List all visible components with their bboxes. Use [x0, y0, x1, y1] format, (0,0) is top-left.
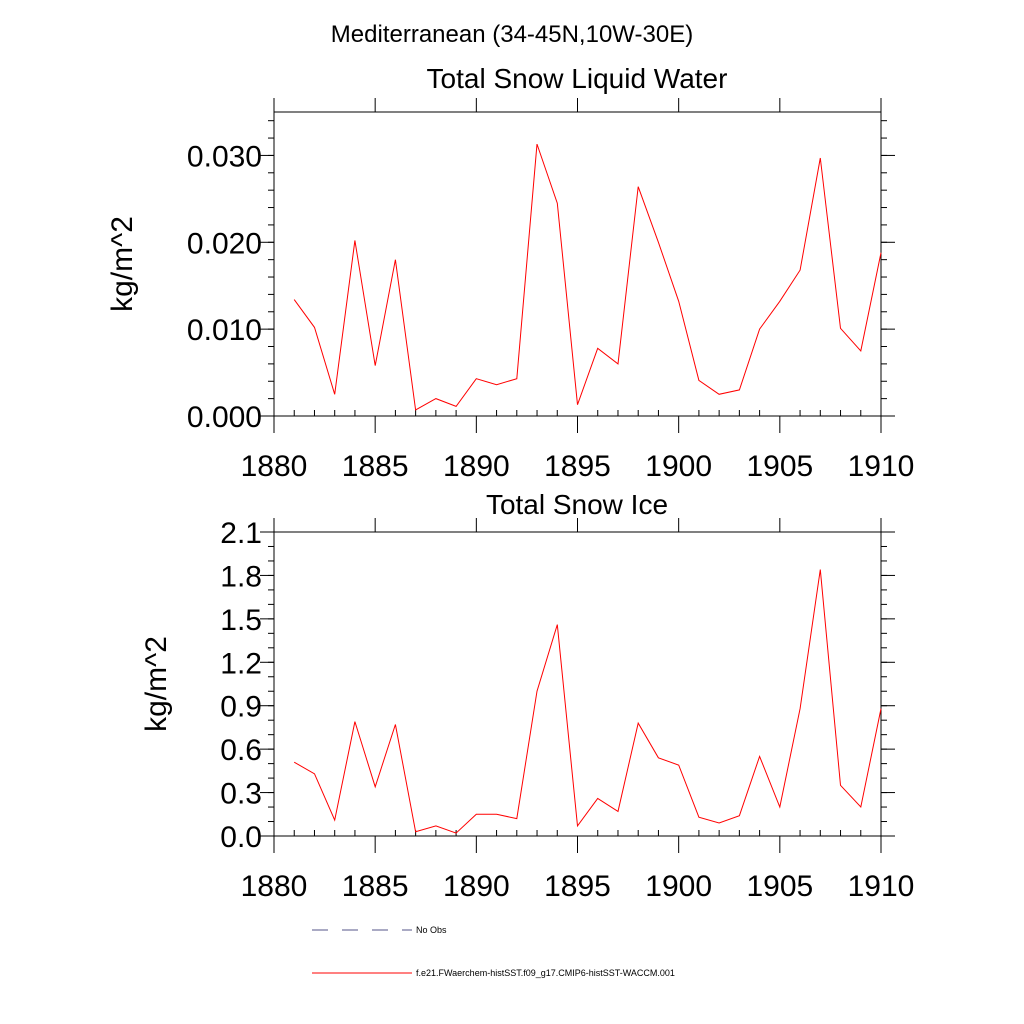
chart-title: Total Snow Ice: [486, 489, 668, 520]
y-axis-label: kg/m^2: [140, 636, 173, 732]
x-tick-label: 1900: [645, 450, 712, 483]
x-tick-label: 1910: [848, 450, 915, 483]
figure-title: Mediterranean (34-45N,10W-30E): [331, 21, 693, 48]
y-tick-label: 0.020: [187, 227, 262, 260]
y-tick-label: 0.3: [220, 778, 262, 811]
series-line: [293, 569, 882, 834]
y-tick-label: 1.5: [220, 604, 262, 637]
axis-ticks: 1880 1885 1890 1895 1900 1905 1910 0.000 0.010 0.…: [187, 98, 914, 483]
plot-area: [293, 143, 882, 411]
y-tick-label: 0.6: [220, 734, 262, 767]
y-tick-label: 0.010: [187, 314, 262, 347]
x-tick-label: 1910: [848, 870, 915, 903]
x-tick-label: 1895: [544, 450, 611, 483]
legend-entry-no-obs: No Obs: [312, 925, 447, 935]
y-tick-label: 1.8: [220, 560, 262, 593]
x-tick-label: 1900: [645, 870, 712, 903]
plot-area: [293, 569, 882, 834]
legend-label: f.e21.FWaerchem-histSST.f09_g17.CMIP6-hi…: [416, 968, 675, 978]
x-tick-label: 1890: [443, 450, 510, 483]
plot-frame: [273, 531, 882, 837]
x-tick-label: 1885: [342, 450, 409, 483]
y-tick-label: 0.9: [220, 691, 262, 724]
x-tick-label: 1880: [241, 870, 308, 903]
x-tick-label: 1895: [544, 870, 611, 903]
axis-ticks: 1880 1885 1890 1895 1900 1905 1910 0.0 0.3 0.6 0.9…: [220, 517, 914, 903]
panel-snow-ice: Total Snow Ice kg/m^2 1880 1885 1890 1895 19…: [140, 489, 914, 903]
y-tick-label: 0.000: [187, 401, 262, 434]
legend-label: No Obs: [416, 925, 447, 935]
x-tick-label: 1880: [241, 450, 308, 483]
chart-title: Total Snow Liquid Water: [427, 63, 728, 94]
x-tick-label: 1885: [342, 870, 409, 903]
series-line: [293, 143, 882, 411]
legend-entry-model: f.e21.FWaerchem-histSST.f09_g17.CMIP6-hi…: [312, 968, 675, 978]
y-tick-label: 0.0: [220, 821, 262, 854]
y-tick-label: 1.2: [220, 647, 262, 680]
x-tick-label: 1905: [746, 870, 813, 903]
y-axis-label: kg/m^2: [106, 216, 139, 312]
plot-frame: [273, 111, 882, 417]
y-tick-label: 2.1: [220, 517, 262, 550]
panel-snow-liquid-water: Total Snow Liquid Water kg/m^2 1880 1885 1…: [106, 63, 914, 483]
y-tick-label: 0.030: [187, 140, 262, 173]
legend: No Obs f.e21.FWaerchem-histSST.f09_g17.C…: [312, 925, 675, 978]
x-tick-label: 1890: [443, 870, 510, 903]
x-tick-label: 1905: [746, 450, 813, 483]
